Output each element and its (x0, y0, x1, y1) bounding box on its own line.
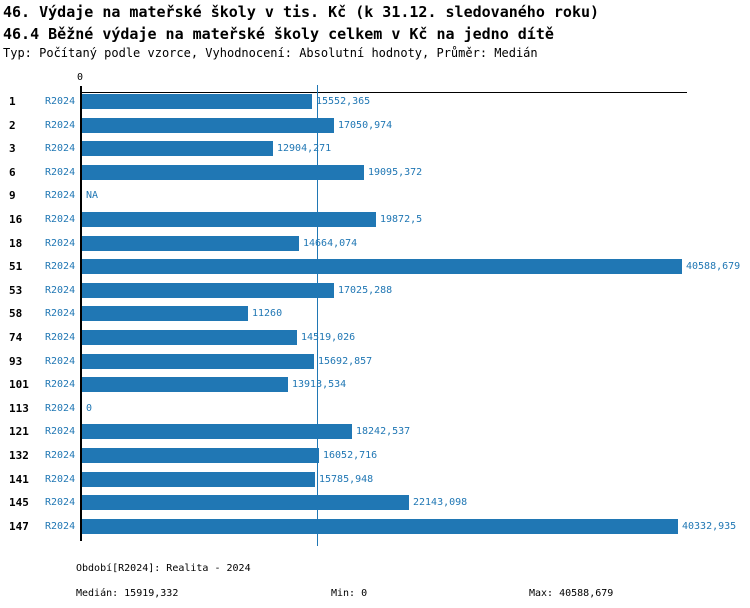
bar (82, 236, 299, 251)
row-id-label: 132 (9, 449, 29, 462)
row-period-label: R2024 (45, 379, 76, 390)
bar-value-label: 15692,857 (318, 356, 373, 367)
row-id-label: 121 (9, 425, 29, 438)
footer-min-label: Min: 0 (331, 588, 368, 599)
bar (82, 165, 364, 180)
row-id-label: 1 (9, 95, 16, 108)
row-period-label: R2024 (45, 120, 76, 131)
row-period-label: R2024 (45, 214, 76, 225)
bar (82, 259, 682, 274)
chart-title: 46.4 Běžné výdaje na mateřské školy celk… (3, 25, 554, 43)
row-period-label: R2024 (45, 261, 76, 272)
row-period-label: R2024 (45, 426, 76, 437)
bar-value-label: 18242,537 (356, 426, 411, 437)
row-id-label: 141 (9, 473, 29, 486)
bar-value-label: 11260 (252, 308, 283, 319)
row-period-label: R2024 (45, 332, 76, 343)
page-title: 46. Výdaje na mateřské školy v tis. Kč (… (3, 3, 600, 21)
row-period-label: R2024 (45, 143, 76, 154)
median-line (317, 85, 318, 546)
row-period-label: R2024 (45, 285, 76, 296)
row-id-label: 147 (9, 520, 29, 533)
bar-value-label: 40332,935 (682, 521, 737, 532)
bar (82, 94, 312, 109)
row-id-label: 113 (9, 402, 29, 415)
bar (82, 118, 334, 133)
bar (82, 306, 248, 321)
bar-value-label: 17050,974 (338, 120, 393, 131)
bar (82, 141, 273, 156)
row-id-label: 16 (9, 213, 23, 226)
bar (82, 424, 352, 439)
x-axis-line (80, 92, 687, 93)
bar-value-label: 16052,716 (323, 450, 378, 461)
footer-period-label: Období[R2024]: Realita - 2024 (76, 563, 251, 574)
bar-value-label: 15785,948 (319, 474, 374, 485)
row-period-label: R2024 (45, 167, 76, 178)
bar-value-label: 15552,365 (316, 96, 371, 107)
bar-value-label: 14664,074 (303, 238, 358, 249)
bar-value-label: 22143,098 (413, 497, 468, 508)
row-id-label: 18 (9, 237, 23, 250)
bar-value-label: 13913,534 (292, 379, 347, 390)
row-id-label: 74 (9, 331, 23, 344)
bar (82, 519, 678, 534)
row-period-label: R2024 (45, 190, 76, 201)
bar-value-label: NA (86, 190, 99, 201)
bar (82, 377, 288, 392)
bar-value-label: 19095,372 (368, 167, 423, 178)
row-period-label: R2024 (45, 238, 76, 249)
row-id-label: 101 (9, 378, 29, 391)
footer-median-label: Medián: 15919,332 (76, 588, 179, 599)
row-period-label: R2024 (45, 96, 76, 107)
row-id-label: 93 (9, 355, 23, 368)
bar (82, 283, 334, 298)
row-id-label: 51 (9, 260, 23, 273)
row-period-label: R2024 (45, 474, 76, 485)
row-id-label: 9 (9, 189, 16, 202)
row-id-label: 53 (9, 284, 23, 297)
bar-value-label: 17025,288 (338, 285, 393, 296)
row-id-label: 3 (9, 142, 16, 155)
bar-value-label: 40588,679 (686, 261, 741, 272)
bar (82, 330, 297, 345)
bar (82, 354, 314, 369)
row-period-label: R2024 (45, 521, 76, 532)
row-period-label: R2024 (45, 497, 76, 508)
footer-max-label: Max: 40588,679 (529, 588, 614, 599)
row-id-label: 6 (9, 166, 16, 179)
bar-value-label: 0 (86, 403, 93, 414)
bar (82, 472, 315, 487)
bar-value-label: 12904,271 (277, 143, 332, 154)
x-axis-zero-tick-label: 0 (77, 72, 84, 83)
row-id-label: 145 (9, 496, 29, 509)
row-period-label: R2024 (45, 356, 76, 367)
row-period-label: R2024 (45, 403, 76, 414)
row-id-label: 2 (9, 119, 16, 132)
row-period-label: R2024 (45, 450, 76, 461)
y-axis-line (80, 92, 82, 541)
x-axis-zero-tick (80, 86, 82, 92)
row-period-label: R2024 (45, 308, 76, 319)
bar-value-label: 14519,026 (301, 332, 356, 343)
chart-subtitle: Typ: Počítaný podle vzorce, Vyhodnocení:… (3, 46, 538, 60)
row-id-label: 58 (9, 307, 23, 320)
bar (82, 212, 376, 227)
bar (82, 448, 319, 463)
bar-value-label: 19872,5 (380, 214, 423, 225)
bar (82, 495, 409, 510)
